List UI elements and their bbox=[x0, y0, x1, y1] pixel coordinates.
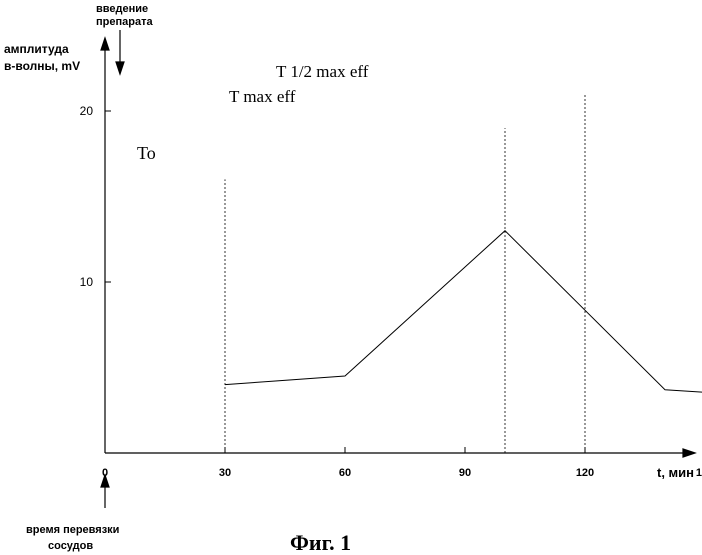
x-axis-label: t, мин bbox=[657, 465, 694, 480]
x-tick-label-150: 150 bbox=[696, 467, 702, 479]
reference-label-0: To bbox=[137, 143, 156, 163]
y-tick-label-20: 20 bbox=[80, 104, 94, 118]
reference-label-1: T max eff bbox=[229, 87, 296, 106]
reference-lines: To T max eff T 1/2 max eff bbox=[137, 62, 585, 453]
top-annotation-line1: введение bbox=[96, 3, 148, 15]
x-axis-arrowhead bbox=[683, 449, 695, 457]
x-tick-label-30: 30 bbox=[219, 467, 231, 479]
series bbox=[225, 231, 702, 441]
reference-label-2: T 1/2 max eff bbox=[276, 62, 369, 81]
y-ticks: 10 20 bbox=[80, 104, 111, 289]
figure-caption: Фиг. 1 bbox=[290, 530, 351, 555]
series-line bbox=[225, 231, 702, 441]
bottom-annotation-line2: сосудов bbox=[48, 540, 93, 552]
top-annotation-line2: препарата bbox=[96, 16, 153, 28]
top-arrow-head bbox=[116, 62, 124, 74]
bottom-annotation-line1: время перевязки bbox=[26, 524, 119, 536]
x-tick-label-120: 120 bbox=[576, 467, 594, 479]
x-tick-label-0: 0 bbox=[102, 467, 108, 479]
x-ticks: 0306090120150180210240270300 bbox=[102, 447, 702, 479]
x-tick-label-60: 60 bbox=[339, 467, 351, 479]
y-tick-label-10: 10 bbox=[80, 275, 94, 289]
y-axis-label-line2: в-волны, mV bbox=[4, 59, 80, 73]
axes bbox=[101, 38, 695, 457]
x-tick-label-90: 90 bbox=[459, 467, 471, 479]
y-axis-arrowhead bbox=[101, 38, 109, 50]
y-axis-label-line1: амплитуда bbox=[4, 42, 69, 56]
